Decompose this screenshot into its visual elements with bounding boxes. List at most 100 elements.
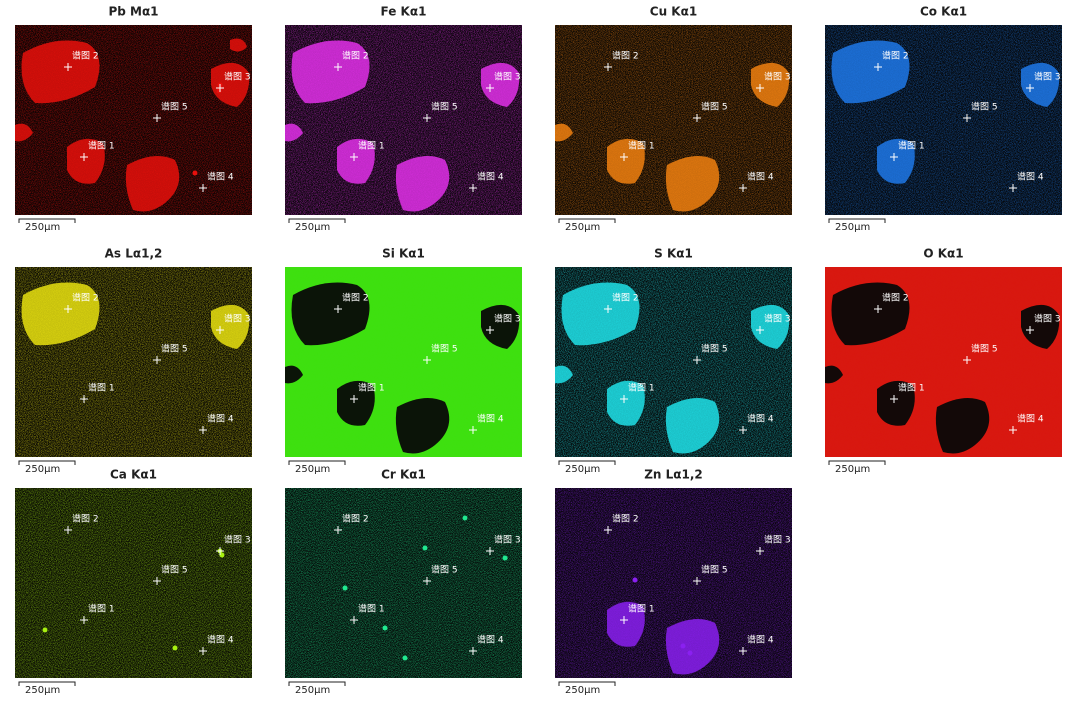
map-noise [15,488,252,678]
element-panel: Ca Kα1 谱图 1 谱图 2 谱图 3 谱图 4 谱图 5 250μm [15,468,252,696]
spectrum-label: 谱图 4 [477,634,504,646]
scale-label: 250μm [25,464,60,475]
phase-spot [192,170,198,176]
spectrum-marker [350,395,358,403]
phase-region [211,62,250,107]
scale-bar [288,460,346,465]
element-panel: Cr Kα1 谱图 1 谱图 2 谱图 3 谱图 4 谱图 5 250μm [285,468,522,696]
panel-title: Cu Kα1 [650,5,697,19]
panel-title: Zn Lα1,2 [644,468,703,482]
spectrum-label: 谱图 1 [898,382,925,394]
phase-spot [219,552,225,558]
phase-spot [687,650,693,656]
spectrum-marker [604,526,612,534]
element-panel: Zn Lα1,2 谱图 1 谱图 2 谱图 3 谱图 4 谱图 5 250μm [555,468,792,696]
phase-region [337,138,375,184]
spectrum-marker [693,114,701,122]
scale-label: 250μm [835,222,870,233]
spectrum-label: 谱图 5 [431,343,458,355]
spectrum-marker [486,326,494,334]
spectrum-marker [216,547,224,555]
phase-region [337,380,375,426]
spectrum-marker [199,426,207,434]
phase-spot [502,555,508,561]
spectrum-marker [756,84,764,92]
spectrum-label: 谱图 2 [612,292,639,304]
phase-region [607,380,645,426]
phase-spot [680,643,686,649]
scale-label: 250μm [565,222,600,233]
spectrum-marker [64,305,72,313]
phase-region [395,156,450,212]
spectrum-marker [756,326,764,334]
phase-region [125,156,180,212]
spectrum-marker [153,114,161,122]
phase-region [665,156,720,212]
spectrum-label: 谱图 2 [342,50,369,62]
spectrum-marker [80,616,88,624]
spectrum-marker [1009,184,1017,192]
spectrum-label: 谱图 4 [477,413,504,425]
spectrum-label: 谱图 5 [431,564,458,576]
phase-region [481,62,520,107]
spectrum-label: 谱图 1 [358,140,385,152]
spectrum-label: 谱图 4 [1017,413,1044,425]
panel-title: S Kα1 [654,247,693,261]
scale-label: 250μm [25,685,60,696]
map-image: 谱图 1 谱图 2 谱图 3 谱图 4 谱图 5 [825,267,1062,457]
spectrum-label: 谱图 4 [747,413,774,425]
spectrum-marker [620,153,628,161]
spectrum-marker [334,63,342,71]
phase-region [751,62,790,107]
phase-region [1021,304,1060,349]
spectrum-marker [423,114,431,122]
spectrum-label: 谱图 2 [882,292,909,304]
panel-title: Cr Kα1 [381,468,426,482]
phase-region [831,40,910,104]
spectrum-label: 谱图 2 [72,292,99,304]
spectrum-label: 谱图 1 [88,382,115,394]
scale-bar [18,460,76,465]
scale-bar [558,218,616,223]
panel-title: Pb Mα1 [108,5,158,19]
spectrum-marker [199,647,207,655]
spectrum-label: 谱图 4 [207,171,234,183]
element-panel: Co Kα1 谱图 1 谱图 2 谱图 3 谱图 4 谱图 5 250μm [825,5,1062,233]
spectrum-marker [604,63,612,71]
spectrum-label: 谱图 1 [358,382,385,394]
phase-region [21,282,100,346]
panel-title: As Lα1,2 [105,247,163,261]
phase-region [67,138,105,184]
phase-region [665,619,720,675]
spectrum-label: 谱图 5 [701,343,728,355]
element-panel: Si Kα1 谱图 1 谱图 2 谱图 3 谱图 4 谱图 5 250μm [285,247,522,475]
spectrum-marker [80,153,88,161]
phase-region [831,282,910,346]
map-image: 谱图 1 谱图 2 谱图 3 谱图 4 谱图 5 [15,267,252,457]
phase-region [230,38,247,52]
spectrum-marker [153,577,161,585]
phase-region [877,138,915,184]
panel-title: Fe Kα1 [381,5,427,19]
phase-region [935,398,990,454]
spectrum-marker [890,395,898,403]
spectrum-marker [874,63,882,71]
spectrum-label: 谱图 1 [628,140,655,152]
spectrum-label: 谱图 1 [88,603,115,615]
map-image: 谱图 1 谱图 2 谱图 3 谱图 4 谱图 5 [555,488,792,678]
spectrum-marker [216,84,224,92]
spectrum-marker [486,547,494,555]
spectrum-label: 谱图 3 [1034,71,1061,83]
phase-region [751,304,790,349]
panel-title: O Kα1 [923,247,963,261]
spectrum-label: 谱图 3 [494,71,521,83]
spectrum-marker [1026,84,1034,92]
phase-region [285,365,303,384]
phase-region [21,40,100,104]
phase-spot [632,577,638,583]
spectrum-marker [350,153,358,161]
spectrum-label: 谱图 4 [477,171,504,183]
scale-bar [288,218,346,223]
spectrum-marker [334,305,342,313]
